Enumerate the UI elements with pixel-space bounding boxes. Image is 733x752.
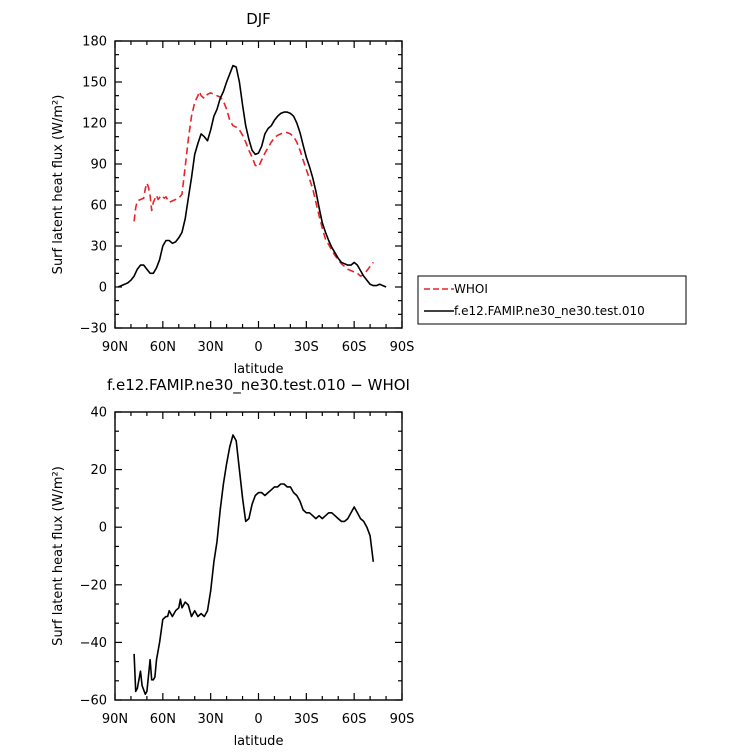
y-tick-label: −20	[80, 578, 107, 593]
y-tick-label: 120	[82, 117, 107, 132]
x-tick-label: 90S	[390, 712, 415, 727]
legend-label-whoi: WHOI	[454, 282, 488, 296]
top-chart-series	[117, 64, 387, 288]
bottom-chart-series	[133, 434, 375, 695]
x-tick-label: 90S	[390, 340, 415, 355]
bottom-chart-x-label: latitude	[234, 734, 284, 749]
difference-line	[133, 434, 375, 695]
y-tick-label: 40	[90, 406, 107, 421]
y-tick-label: −40	[80, 636, 107, 651]
y-tick-label: 0	[99, 281, 107, 296]
top-chart-y-label: Surf latent heat flux (W/m²)	[51, 95, 66, 275]
top-chart-y-axis: −30 0 30 60 90 120 150 180	[80, 35, 402, 337]
bottom-chart-x-axis: 90N 60N 30N 0 30S 60S 90S	[102, 412, 415, 727]
y-tick-label: 180	[82, 35, 107, 50]
x-tick-label: 60S	[342, 712, 367, 727]
top-chart-panel: DJF −30 0 30 60 90 120 150 180 90N 60N 30N 0 30S 60S…	[51, 10, 414, 377]
x-tick-label: 0	[254, 712, 262, 727]
series-line-0	[133, 90, 374, 277]
x-tick-label: 30S	[294, 712, 319, 727]
top-chart-frame	[114, 40, 403, 329]
x-tick-label: 90N	[102, 340, 128, 355]
legend-box	[417, 275, 687, 325]
top-chart-title: DJF	[246, 10, 271, 28]
bottom-chart-y-axis: −60 −40 −20 0 20 40	[80, 406, 402, 709]
y-tick-label: −30	[80, 322, 107, 337]
bottom-chart-panel: f.e12.FAMIP.ne30_ne30.test.010 − WHOI −6…	[51, 376, 414, 749]
bottom-chart-y-label: Surf latent heat flux (W/m²)	[51, 466, 66, 646]
y-tick-label: −60	[80, 694, 107, 709]
y-tick-label: 20	[90, 463, 107, 478]
bottom-chart-title: f.e12.FAMIP.ne30_ne30.test.010 − WHOI	[107, 376, 410, 395]
x-tick-label: 90N	[102, 712, 128, 727]
y-tick-label: 90	[90, 158, 107, 173]
legend: WHOI f.e12.FAMIP.ne30_ne30.test.010	[417, 275, 687, 325]
top-chart-x-label: latitude	[234, 362, 284, 377]
x-tick-label: 60N	[150, 340, 176, 355]
y-tick-label: 150	[82, 76, 107, 91]
x-tick-label: 60S	[342, 340, 367, 355]
legend-label-model: f.e12.FAMIP.ne30_ne30.test.010	[454, 304, 645, 318]
series-line-1	[117, 64, 387, 288]
y-tick-label: 30	[90, 240, 107, 255]
x-tick-label: 0	[254, 340, 262, 355]
top-chart-x-axis: 90N 60N 30N 0 30S 60S 90S	[102, 41, 415, 355]
y-tick-label: 60	[90, 199, 107, 214]
x-tick-label: 60N	[150, 712, 176, 727]
bottom-chart-frame	[114, 411, 403, 701]
y-tick-label: 0	[99, 521, 107, 536]
x-tick-label: 30N	[198, 340, 224, 355]
x-tick-label: 30S	[294, 340, 319, 355]
x-tick-label: 30N	[198, 712, 224, 727]
